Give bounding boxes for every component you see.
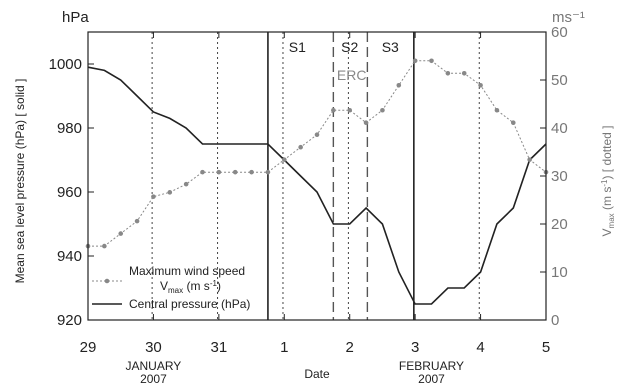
- data-point: [102, 243, 107, 249]
- legend-label-max-wind: Maximum wind speed: [129, 264, 245, 278]
- year-label: 2007: [418, 372, 445, 385]
- y-right-tick-label: 50: [551, 72, 568, 89]
- x-tick-label: 31: [211, 339, 228, 356]
- label-layer: hPa ms⁻¹ Mean sea level pressure (hPa) [ s…: [13, 9, 616, 385]
- region-label-s1: S1: [289, 39, 306, 55]
- data-point: [445, 70, 451, 76]
- x-tick-label: 29: [80, 339, 97, 356]
- data-point: [396, 82, 402, 88]
- y-right-unit: ms⁻¹: [552, 9, 585, 26]
- y-right-tick-label: 10: [551, 264, 568, 281]
- data-point: [412, 58, 418, 64]
- legend-marker-max-wind: [104, 278, 110, 284]
- x-tick-label: 1: [280, 339, 288, 356]
- data-point: [527, 157, 532, 162]
- data-point: [232, 169, 238, 175]
- x-tick-label: 5: [542, 339, 550, 356]
- data-point: [118, 231, 124, 236]
- data-point: [429, 58, 434, 64]
- data-point: [347, 107, 353, 113]
- data-point: [363, 120, 369, 126]
- event-lines: [151, 32, 480, 320]
- data-point: [281, 157, 287, 162]
- x-tick-label: 30: [145, 339, 162, 356]
- data-point: [151, 194, 156, 199]
- y-right-title: Vmax (m s-1) [ dotted ]: [600, 126, 616, 237]
- data-point: [216, 169, 222, 175]
- data-point: [478, 82, 483, 88]
- data-point: [461, 70, 467, 76]
- x-axis-title: Date: [304, 367, 330, 381]
- data-point: [298, 144, 303, 150]
- y-right-tick-label: 0: [551, 312, 559, 329]
- y-right-tick-label: 30: [551, 168, 568, 185]
- data-point: [494, 107, 500, 113]
- year-label: 2007: [140, 372, 167, 385]
- legend-label-max-wind-units: Vmax (m s-1): [160, 279, 221, 295]
- data-point: [380, 107, 385, 113]
- y-left-tick-label: 1000: [49, 56, 82, 73]
- region-label-s3: S3: [382, 39, 399, 55]
- data-point: [314, 132, 320, 138]
- data-point: [249, 169, 254, 175]
- y-left-tick-label: 980: [57, 120, 82, 137]
- erc-annotation: ERC: [337, 67, 367, 83]
- y-left-tick-label: 940: [57, 248, 82, 265]
- data-point: [510, 120, 516, 126]
- series-line-max-wind: [88, 60, 547, 247]
- series-layer: [85, 58, 549, 305]
- series-line-central-pressure: [87, 66, 547, 305]
- month-label: JANUARY: [126, 359, 182, 373]
- month-label: FEBRUARY: [399, 359, 464, 373]
- y-right-tick-label: 40: [551, 120, 568, 137]
- y-left-tick-label: 960: [57, 184, 82, 201]
- data-point: [331, 107, 336, 113]
- y-right-tick-label: 20: [551, 216, 568, 233]
- data-point: [183, 181, 189, 187]
- region-label-s2: S2: [341, 39, 358, 55]
- y-left-title: Mean sea level pressure (hPa) [ solid ]: [13, 79, 27, 284]
- x-tick-label: 2: [346, 339, 354, 356]
- data-point: [167, 190, 173, 195]
- x-tick-label: 3: [411, 339, 419, 356]
- y-left-unit: hPa: [62, 9, 89, 26]
- x-tick-label: 4: [476, 339, 484, 356]
- y-right-tick-label: 60: [551, 24, 568, 41]
- data-point: [200, 169, 205, 175]
- legend-label-central-pressure: Central pressure (hPa): [129, 297, 250, 311]
- tick-layer: 29 30 31 1 2 3 4 5 920 940 960 980 1000 0 10 20 30 40 50 60: [49, 24, 568, 356]
- data-point: [134, 218, 140, 224]
- y-left-tick-label: 920: [57, 312, 82, 329]
- data-point: [265, 169, 271, 175]
